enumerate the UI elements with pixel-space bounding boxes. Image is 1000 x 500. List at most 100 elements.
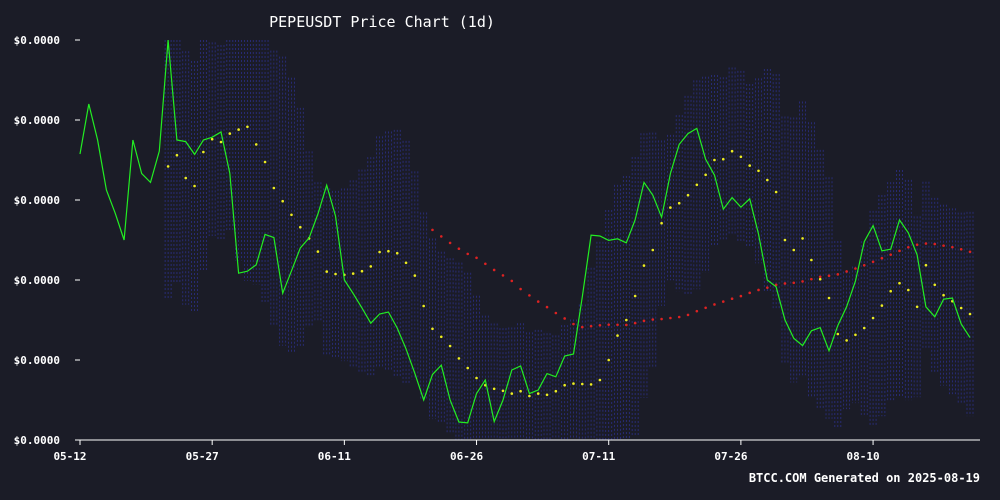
sma-short-point: [880, 304, 884, 307]
sma-short-point: [616, 334, 619, 337]
sma-short-point: [413, 274, 417, 277]
sma-long-point: [783, 282, 787, 285]
sma-short-point: [228, 132, 232, 135]
sma-short-point: [316, 250, 320, 253]
sma-short-point: [528, 394, 531, 398]
sma-short-point: [325, 270, 329, 273]
y-tick-label: $0.0000: [14, 194, 60, 207]
sma-long-point: [536, 300, 540, 303]
sma-long-point: [730, 297, 734, 301]
sma-short-point: [942, 293, 945, 297]
sma-long-point: [625, 323, 628, 327]
sma-short-series: [166, 125, 972, 398]
x-tick-label: 06-11: [318, 450, 351, 463]
sma-short-point: [907, 288, 910, 292]
sma-long-point: [686, 313, 690, 317]
sma-short-point: [924, 263, 928, 267]
sma-long-point: [757, 288, 760, 292]
sma-short-point: [836, 332, 840, 336]
sma-short-point: [519, 389, 522, 393]
sma-short-point: [263, 160, 267, 164]
sma-short-point: [281, 199, 284, 203]
sma-short-point: [554, 389, 558, 393]
sma-short-point: [862, 326, 866, 330]
sma-long-point: [721, 300, 725, 303]
sma-short-point: [431, 327, 434, 331]
sma-long-series: [431, 228, 972, 329]
sma-short-point: [210, 137, 214, 141]
sma-long-point: [554, 311, 558, 315]
footer-credit: BTCC.COM Generated on 2025-08-19: [749, 471, 980, 485]
sma-short-point: [246, 125, 249, 129]
sma-long-point: [492, 268, 496, 272]
sma-long-point: [924, 242, 928, 245]
sma-long-point: [898, 249, 901, 253]
sma-short-point: [219, 140, 223, 144]
sma-short-point: [184, 176, 188, 180]
sma-short-point: [730, 149, 734, 153]
sma-short-point: [933, 283, 937, 287]
sma-short-point: [395, 251, 399, 255]
sma-short-point: [404, 261, 408, 265]
sma-short-point: [510, 392, 514, 395]
sma-short-point: [915, 305, 919, 309]
y-tick-label: $0.0000: [14, 34, 60, 47]
sma-long-point: [598, 323, 602, 327]
sma-long-point: [589, 324, 593, 328]
sma-long-point: [880, 256, 884, 260]
sma-short-point: [545, 393, 549, 397]
sma-short-point: [369, 265, 373, 268]
sma-short-point: [475, 376, 478, 380]
sma-long-point: [792, 281, 796, 285]
sma-long-point: [801, 280, 804, 283]
sma-short-point: [501, 389, 505, 393]
sma-long-point: [695, 309, 699, 313]
sma-short-point: [721, 157, 725, 161]
x-tick-label: 07-26: [714, 450, 747, 463]
x-tick-label: 07-11: [582, 450, 615, 463]
sma-short-point: [563, 383, 566, 387]
sma-short-point: [898, 281, 901, 285]
sma-short-point: [774, 190, 778, 194]
price-line: [79, 39, 971, 424]
chart-title: PEPEUSDT Price Chart (1d): [269, 13, 495, 31]
sma-long-point: [827, 274, 831, 277]
sma-long-point: [704, 306, 707, 310]
sma-short-point: [757, 169, 760, 173]
sma-long-point: [651, 318, 655, 321]
sma-long-point: [933, 242, 937, 246]
sma-short-point: [466, 366, 470, 370]
sma-long-point: [889, 253, 892, 256]
sma-short-point: [642, 264, 646, 267]
sma-long-point: [774, 283, 778, 287]
sma-short-point: [237, 128, 240, 131]
sma-long-point: [510, 279, 514, 283]
sma-short-point: [193, 184, 196, 188]
y-tick-label: $0.0000: [14, 274, 60, 287]
sma-long-point: [475, 256, 478, 260]
sma-long-point: [810, 277, 813, 281]
sma-long-point: [862, 263, 866, 267]
sma-short-point: [378, 250, 381, 254]
sma-long-point: [739, 294, 743, 298]
sma-long-point: [669, 316, 672, 320]
x-tick-label: 05-27: [186, 450, 219, 463]
sma-long-point: [501, 274, 505, 277]
sma-long-point: [854, 267, 857, 270]
sma-long-point: [845, 270, 848, 273]
sma-short-point: [492, 387, 496, 391]
sma-short-point: [387, 249, 390, 253]
sma-long-point: [766, 286, 769, 289]
sma-long-point: [951, 245, 954, 249]
sma-short-point: [598, 378, 602, 382]
sma-long-point: [607, 323, 611, 326]
sma-short-point: [422, 304, 425, 308]
sma-short-point: [572, 382, 575, 385]
sma-short-point: [439, 335, 443, 339]
sma-short-point: [351, 272, 355, 275]
sma-long-point: [545, 305, 549, 309]
sma-short-point: [298, 225, 302, 229]
sma-long-point: [457, 247, 461, 250]
sma-short-point: [272, 186, 276, 190]
